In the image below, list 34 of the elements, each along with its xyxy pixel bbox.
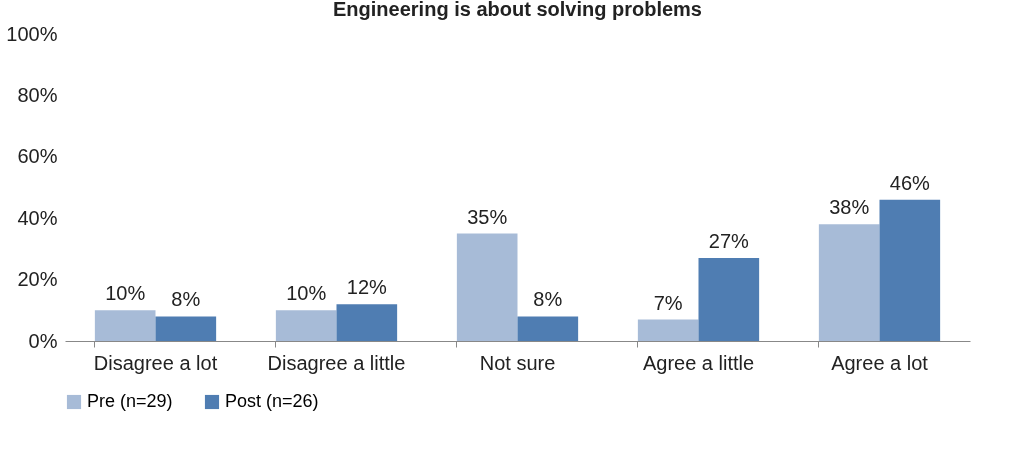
data-label: 10% xyxy=(286,282,327,305)
data-label: 35% xyxy=(467,205,508,228)
data-label: 7% xyxy=(653,291,683,314)
y-tick-label: 80% xyxy=(17,83,58,106)
x-tick-label: Not sure xyxy=(479,351,556,374)
bar xyxy=(336,304,398,341)
data-label: 8% xyxy=(533,288,563,311)
legend-label: Pre (n=29) xyxy=(87,391,173,411)
x-tick-label: Agree a lot xyxy=(831,351,929,374)
data-label: 12% xyxy=(346,276,388,299)
data-label: 10% xyxy=(105,282,146,305)
x-tick-label: Agree a little xyxy=(642,351,755,374)
x-tick-label: Disagree a little xyxy=(267,351,406,374)
y-tick-label: 0% xyxy=(28,329,58,352)
bar xyxy=(456,233,518,341)
y-tick-label: 100% xyxy=(6,22,58,45)
y-tick-label: 20% xyxy=(17,268,58,291)
x-tick-label: Disagree a lot xyxy=(93,351,218,374)
data-label: 27% xyxy=(708,230,750,253)
bar xyxy=(818,224,880,341)
y-tick-label: 40% xyxy=(17,206,58,229)
bar xyxy=(698,258,760,341)
bar xyxy=(155,316,217,341)
bar xyxy=(879,199,941,341)
bar xyxy=(94,310,156,341)
bar xyxy=(637,319,699,341)
chart-title: Engineering is about solving problems xyxy=(333,0,702,20)
data-label: 46% xyxy=(889,171,931,194)
bar xyxy=(517,316,579,341)
data-label: 38% xyxy=(829,196,870,219)
bar xyxy=(275,310,337,341)
data-label: 8% xyxy=(171,288,201,311)
legend-label: Post (n=26) xyxy=(225,391,319,411)
y-tick-label: 60% xyxy=(17,145,58,168)
